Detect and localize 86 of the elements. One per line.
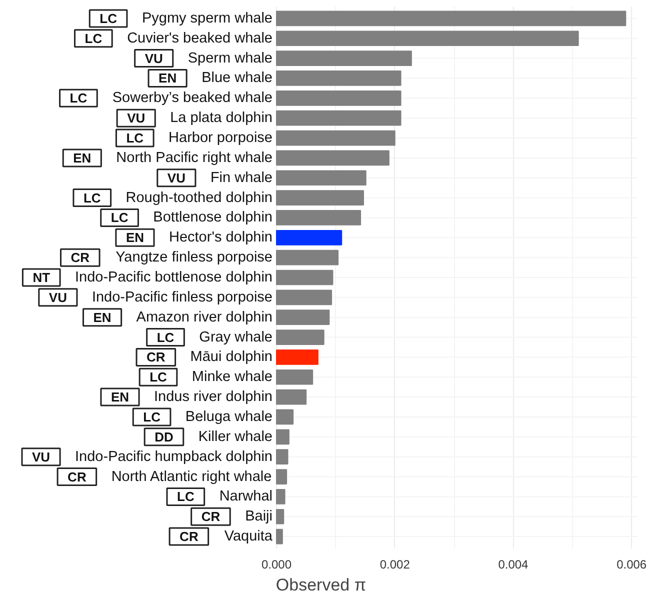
x-axis-title: Observed π	[276, 576, 366, 594]
y-tick-label: Vaquita	[224, 528, 274, 545]
bar	[276, 150, 390, 166]
text: CR	[201, 509, 221, 524]
bar	[276, 50, 412, 66]
y-tick-label: Blue whale	[202, 70, 272, 86]
y-tick-label: Gray whale	[199, 329, 273, 346]
text: EN	[158, 70, 177, 86]
bar	[276, 290, 332, 306]
text: EN	[93, 310, 112, 325]
text: LC	[110, 210, 129, 226]
text: DD	[154, 429, 174, 444]
text: VU	[167, 170, 186, 186]
text: VU	[32, 449, 50, 464]
bar	[276, 350, 318, 365]
y-tick-label: Rough-toothed dolphin	[126, 190, 273, 206]
y-tick-label: Pygmy sperm whale	[142, 10, 273, 26]
bar	[276, 210, 362, 226]
y-tick-label: Indus river dolphin	[154, 389, 273, 406]
text: NT	[32, 270, 50, 285]
text: VU	[127, 110, 146, 126]
y-tick-label: La plata dolphin	[170, 110, 273, 126]
y-tick-label: Bottlenose dolphin	[153, 210, 273, 226]
y-tick-label: Killer whale	[198, 428, 273, 445]
bar	[276, 528, 283, 544]
bar	[276, 409, 294, 425]
bar	[276, 170, 366, 186]
y-tick-label: Cuvier's beaked whale	[127, 30, 273, 46]
text: LC	[83, 190, 102, 206]
text: EN	[110, 390, 130, 405]
y-tick-label: Hector's dolphin	[168, 230, 273, 246]
x-tick-label: 0.000	[261, 558, 292, 572]
bar	[276, 30, 579, 46]
y-tick-label: Amazon river dolphin	[136, 309, 273, 326]
bar	[276, 310, 330, 326]
y-tick-label: Baiji	[245, 508, 273, 525]
text: VU	[144, 50, 163, 66]
y-tick-label: Indo-Pacific finless porpoise	[92, 289, 273, 306]
text: LC	[84, 30, 103, 46]
bar	[276, 469, 288, 484]
text: LC	[150, 370, 168, 385]
bar	[276, 10, 626, 26]
text: CR	[146, 350, 166, 365]
bar	[276, 110, 402, 126]
x-tick-label: 0.002	[380, 558, 410, 572]
bar	[276, 508, 284, 524]
text: LC	[70, 90, 88, 106]
y-tick-label: Māui dolphin	[190, 349, 273, 366]
y-tick-label: Narwhal	[219, 488, 272, 505]
y-tick-label: North Pacific right whale	[116, 150, 272, 166]
y-tick-label: Sperm whale	[188, 50, 273, 66]
bar	[276, 270, 334, 286]
y-tick-label: Minke whale	[192, 369, 272, 386]
bar	[276, 389, 307, 405]
y-tick-label: Indo-Pacific humpback dolphin	[75, 448, 273, 465]
bar	[276, 230, 342, 246]
bar	[276, 369, 314, 385]
y-tick-label: Fin whale	[210, 170, 273, 186]
bar	[276, 449, 288, 465]
bar	[276, 330, 324, 345]
y-tick-label: Sowerby’s beaked whale	[112, 90, 273, 106]
bar	[276, 489, 286, 504]
y-tick-label: Yangtze finless porpoise	[116, 250, 273, 266]
bar	[276, 190, 364, 206]
y-tick-label: Beluga whale	[185, 408, 273, 425]
text: LC	[177, 489, 195, 504]
text: EN	[126, 230, 144, 246]
text: LC	[156, 330, 175, 345]
text: CR	[180, 529, 199, 544]
bar	[276, 90, 402, 106]
text: EN	[73, 150, 92, 166]
text: CR	[68, 469, 87, 484]
bar	[276, 130, 396, 146]
text: LC	[126, 130, 144, 146]
bar	[276, 429, 290, 445]
x-tick-label: 0.004	[498, 558, 529, 572]
text: LC	[143, 409, 162, 424]
bar	[276, 250, 339, 266]
y-tick-label: Harbor porpoise	[168, 130, 273, 146]
x-tick-label: 0.006	[616, 558, 647, 572]
text: CR	[70, 250, 90, 266]
y-tick-label: North Atlantic right whale	[111, 468, 272, 485]
y-tick-label: Indo-Pacific bottlenose dolphin	[75, 270, 273, 286]
text: LC	[100, 10, 118, 26]
bar	[276, 70, 402, 86]
text: VU	[48, 290, 67, 305]
